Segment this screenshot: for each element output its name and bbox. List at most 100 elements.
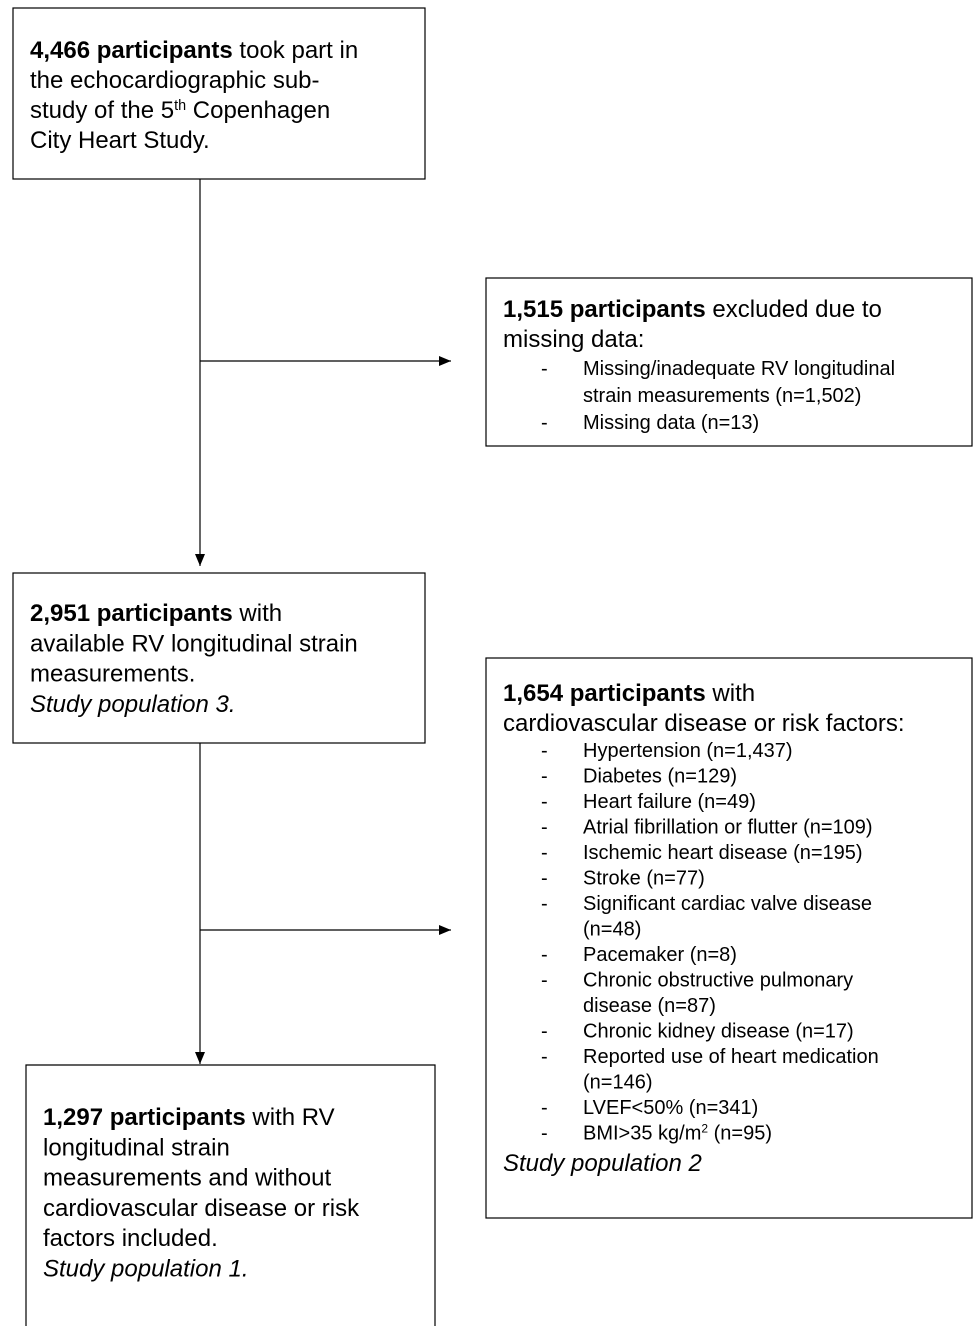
text-line: 4,466 participants took part in — [30, 37, 358, 64]
text-line: Chronic kidney disease (n=17) — [583, 1021, 854, 1043]
text-line: 1,297 participants with RV — [43, 1104, 335, 1131]
text-run: longitudinal strain — [43, 1134, 230, 1161]
bullet: - — [541, 791, 548, 813]
text-line: cardiovascular disease or risk — [43, 1195, 360, 1222]
bullet: - — [541, 1097, 548, 1119]
bullet: - — [541, 842, 548, 864]
text-run: Ischemic heart disease (n=195) — [583, 842, 863, 864]
text-line: Missing/inadequate RV longitudinal — [583, 358, 895, 380]
text-run: BMI>35 kg/m — [583, 1123, 701, 1145]
text-line: Chronic obstructive pulmonary — [583, 970, 853, 992]
text-bold: 2,951 participants — [30, 600, 233, 627]
text-line: the echocardiographic sub- — [30, 67, 320, 94]
text-run: (n=146) — [583, 1072, 653, 1094]
text-run: took part in — [233, 37, 358, 64]
box — [485, 277, 973, 447]
text-run: LVEF<50% (n=341) — [583, 1097, 758, 1119]
bullet: - — [541, 412, 548, 434]
text-bold: 1,515 participants — [503, 296, 706, 323]
text-run: Hypertension (n=1,437) — [583, 740, 793, 762]
text-run: Missing/inadequate RV longitudinal — [583, 358, 895, 380]
text-run: measurements. — [30, 661, 195, 688]
text-line: (n=48) — [583, 919, 641, 941]
bullet: - — [541, 1021, 548, 1043]
text-line: Ischemic heart disease (n=195) — [583, 842, 863, 864]
bullet: - — [541, 893, 548, 915]
text-run: study of the 5 — [30, 97, 174, 124]
box — [25, 1064, 436, 1326]
text-line: Significant cardiac valve disease — [583, 893, 872, 915]
text-run: Diabetes (n=129) — [583, 766, 737, 788]
text-run: Heart failure (n=49) — [583, 791, 756, 813]
text-bold: 1,297 participants — [43, 1104, 246, 1131]
text-line: Study population 2 — [503, 1150, 702, 1177]
text-line: 2,951 participants with — [30, 600, 282, 627]
text-line: Reported use of heart medication — [583, 1046, 879, 1068]
text-run: missing data: — [503, 326, 644, 353]
text-run: Chronic kidney disease (n=17) — [583, 1021, 854, 1043]
text-line: LVEF<50% (n=341) — [583, 1097, 758, 1119]
text-run: with — [706, 680, 755, 707]
text-line: City Heart Study. — [30, 127, 210, 154]
text-run: excluded due to — [706, 296, 882, 323]
text-run: Reported use of heart medication — [583, 1046, 879, 1068]
box — [12, 572, 426, 744]
text-run: disease (n=87) — [583, 995, 716, 1017]
text-line: study of the 5th Copenhagen — [30, 97, 330, 124]
text-line: cardiovascular disease or risk factors: — [503, 710, 904, 737]
text-run: factors included. — [43, 1225, 218, 1252]
text-run: Pacemaker (n=8) — [583, 944, 737, 966]
text-run: Copenhagen — [186, 97, 330, 124]
box — [485, 657, 973, 1219]
text-line: available RV longitudinal strain — [30, 630, 358, 657]
text-line: Study population 3. — [30, 691, 236, 718]
text-line: Pacemaker (n=8) — [583, 944, 737, 966]
text-run: measurements and without — [43, 1165, 331, 1192]
text-line: Hypertension (n=1,437) — [583, 740, 793, 762]
text-line: Heart failure (n=49) — [583, 791, 756, 813]
text-line: 1,654 participants with — [503, 680, 755, 707]
text-run: available RV longitudinal strain — [30, 630, 358, 657]
text-run: City Heart Study. — [30, 127, 210, 154]
text-italic: Study population 3. — [30, 691, 236, 718]
text-line: disease (n=87) — [583, 995, 716, 1017]
text-line: BMI>35 kg/m2 (n=95) — [583, 1122, 772, 1145]
text-run: Missing data (n=13) — [583, 412, 759, 434]
text-run: with — [233, 600, 282, 627]
text-line: Study population 1. — [43, 1256, 249, 1283]
bullet: - — [541, 970, 548, 992]
text-italic: Study population 1. — [43, 1256, 249, 1283]
text-sup: 2 — [701, 1122, 708, 1136]
text-run: cardiovascular disease or risk factors: — [503, 710, 904, 737]
text-line: measurements. — [30, 661, 195, 688]
bullet: - — [541, 944, 548, 966]
text-italic: Study population 2 — [503, 1150, 702, 1177]
text-line: Stroke (n=77) — [583, 868, 705, 890]
text-run: (n=48) — [583, 919, 641, 941]
bullet: - — [541, 1046, 548, 1068]
text-line: Missing data (n=13) — [583, 412, 759, 434]
text-run: strain measurements (n=1,502) — [583, 385, 861, 407]
text-bold: 1,654 participants — [503, 680, 706, 707]
text-run: Atrial fibrillation or flutter (n=109) — [583, 817, 873, 839]
text-line: factors included. — [43, 1225, 218, 1252]
text-line: longitudinal strain — [43, 1134, 230, 1161]
bullet: - — [541, 358, 548, 380]
text-run: Significant cardiac valve disease — [583, 893, 872, 915]
text-run: cardiovascular disease or risk — [43, 1195, 360, 1222]
text-line: Atrial fibrillation or flutter (n=109) — [583, 817, 873, 839]
bullet: - — [541, 766, 548, 788]
text-run: the echocardiographic sub- — [30, 67, 320, 94]
text-bold: 4,466 participants — [30, 37, 233, 64]
bullet: - — [541, 740, 548, 762]
bullet: - — [541, 868, 548, 890]
bullet: - — [541, 817, 548, 839]
text-run: Chronic obstructive pulmonary — [583, 970, 853, 992]
text-line: 1,515 participants excluded due to — [503, 296, 882, 323]
text-line: strain measurements (n=1,502) — [583, 385, 861, 407]
bullet: - — [541, 1123, 548, 1145]
text-line: missing data: — [503, 326, 644, 353]
text-sup: th — [174, 98, 186, 114]
box — [12, 7, 426, 180]
